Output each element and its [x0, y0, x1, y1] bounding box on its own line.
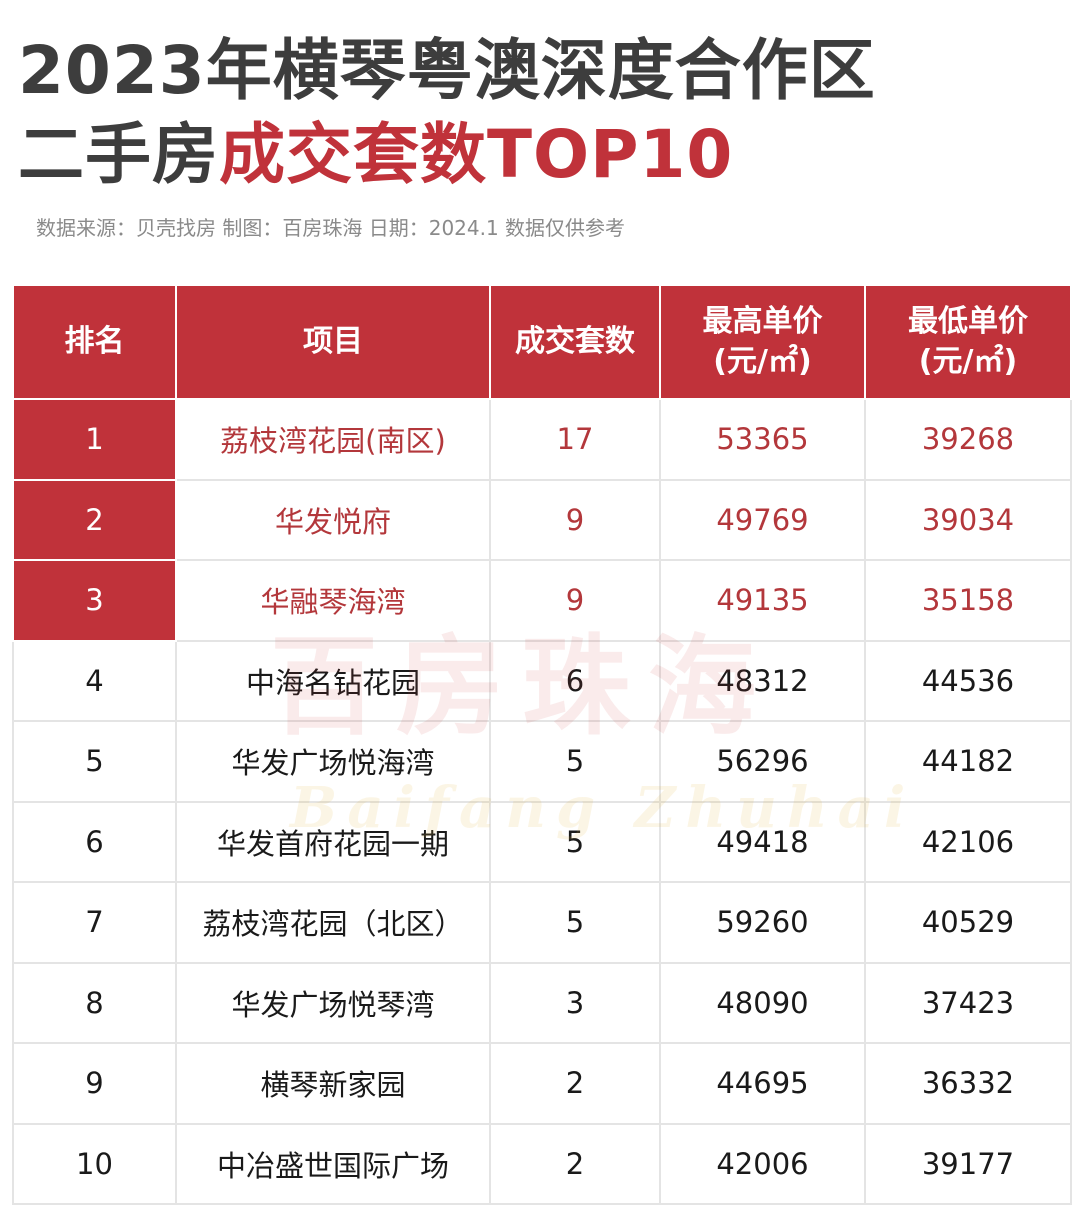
table-row: 6 华发首府花园一期 5 49418 42106 — [12, 800, 1072, 883]
cell-project: 荔枝湾花园（北区） — [175, 881, 491, 964]
cell-project: 华发广场悦海湾 — [175, 720, 491, 803]
table-row: 3 华融琴海湾 9 49135 35158 — [12, 559, 1072, 642]
source-note: 数据来源：贝壳找房 制图：百房珠海 日期：2024.1 数据仅供参考 — [36, 216, 626, 240]
cell-max-price: 49418 — [659, 800, 866, 883]
cell-max-price: 42006 — [659, 1122, 866, 1205]
page-title: 2023年横琴粤澳深度合作区 — [18, 38, 876, 104]
cell-min-price: 40529 — [864, 881, 1072, 964]
cell-count: 5 — [489, 800, 661, 883]
cell-max-price: 56296 — [659, 720, 866, 803]
table-body: 1 荔枝湾花园(南区) 17 53365 39268 2 华发悦府 9 49769 39034 3 华… — [12, 398, 1072, 1205]
cell-count: 9 — [489, 478, 661, 561]
title-line-2-accent: 成交套数TOP10 — [219, 116, 734, 193]
table-row: 1 荔枝湾花园(南区) 17 53365 39268 — [12, 398, 1072, 481]
cell-min-price: 42106 — [864, 800, 1072, 883]
title-line-1: 2023年横琴粤澳深度合作区 — [18, 32, 876, 109]
ranking-table: 排名 项目 成交套数 最高单价 (元/㎡) 最低单价 (元/㎡) 1 荔枝湾花园(… — [12, 284, 1072, 1205]
cell-count: 3 — [489, 961, 661, 1044]
cell-min-price: 44536 — [864, 639, 1072, 722]
cell-min-price: 37423 — [864, 961, 1072, 1044]
header-min-price-unit: (元/㎡) — [918, 344, 1018, 379]
cell-count: 5 — [489, 720, 661, 803]
header-max-price-label: 最高单价 — [702, 303, 823, 339]
cell-rank: 6 — [12, 800, 177, 883]
cell-rank: 5 — [12, 720, 177, 803]
header-rank: 排名 — [12, 284, 177, 400]
cell-max-price: 44695 — [659, 1042, 866, 1125]
cell-project: 华发广场悦琴湾 — [175, 961, 491, 1044]
table-row: 9 横琴新家园 2 44695 36332 — [12, 1042, 1072, 1125]
table-row: 7 荔枝湾花园（北区） 5 59260 40529 — [12, 881, 1072, 964]
header-max-price-unit: (元/㎡) — [713, 344, 812, 379]
cell-min-price: 44182 — [864, 720, 1072, 803]
cell-rank: 9 — [12, 1042, 177, 1125]
cell-max-price: 48090 — [659, 961, 866, 1044]
cell-project: 华发悦府 — [175, 478, 491, 561]
cell-min-price: 39034 — [864, 478, 1072, 561]
table-row: 5 华发广场悦海湾 5 56296 44182 — [12, 720, 1072, 803]
header-count: 成交套数 — [489, 284, 661, 400]
cell-max-price: 59260 — [659, 881, 866, 964]
table-row: 2 华发悦府 9 49769 39034 — [12, 478, 1072, 561]
cell-rank: 3 — [12, 559, 177, 642]
cell-max-price: 49769 — [659, 478, 866, 561]
cell-rank: 2 — [12, 478, 177, 561]
table-row: 10 中冶盛世国际广场 2 42006 39177 — [12, 1122, 1072, 1205]
cell-min-price: 36332 — [864, 1042, 1072, 1125]
header-min-price: 最低单价 (元/㎡) — [864, 284, 1072, 400]
cell-max-price: 48312 — [659, 639, 866, 722]
cell-project: 华发首府花园一期 — [175, 800, 491, 883]
cell-min-price: 39177 — [864, 1122, 1072, 1205]
header-project: 项目 — [175, 284, 491, 400]
table-row: 8 华发广场悦琴湾 3 48090 37423 — [12, 961, 1072, 1044]
cell-project: 中海名钻花园 — [175, 639, 491, 722]
cell-project: 华融琴海湾 — [175, 559, 491, 642]
cell-project: 横琴新家园 — [175, 1042, 491, 1125]
cell-count: 2 — [489, 1122, 661, 1205]
cell-count: 5 — [489, 881, 661, 964]
table-header-row: 排名 项目 成交套数 最高单价 (元/㎡) 最低单价 (元/㎡) — [12, 284, 1072, 400]
header-min-price-label: 最低单价 — [908, 303, 1028, 339]
cell-count: 9 — [489, 559, 661, 642]
cell-rank: 1 — [12, 398, 177, 481]
cell-rank: 4 — [12, 639, 177, 722]
cell-rank: 8 — [12, 961, 177, 1044]
header-max-price: 最高单价 (元/㎡) — [659, 284, 866, 400]
cell-count: 6 — [489, 639, 661, 722]
cell-min-price: 35158 — [864, 559, 1072, 642]
title-line-2-prefix: 二手房 — [18, 116, 219, 193]
page-subtitle: 二手房成交套数TOP10 — [18, 122, 733, 188]
cell-count: 17 — [489, 398, 661, 481]
cell-rank: 10 — [12, 1122, 177, 1205]
cell-max-price: 49135 — [659, 559, 866, 642]
cell-min-price: 39268 — [864, 398, 1072, 481]
cell-project: 中冶盛世国际广场 — [175, 1122, 491, 1205]
table-row: 4 中海名钻花园 6 48312 44536 — [12, 639, 1072, 722]
cell-rank: 7 — [12, 881, 177, 964]
cell-max-price: 53365 — [659, 398, 866, 481]
cell-count: 2 — [489, 1042, 661, 1125]
cell-project: 荔枝湾花园(南区) — [175, 398, 491, 481]
